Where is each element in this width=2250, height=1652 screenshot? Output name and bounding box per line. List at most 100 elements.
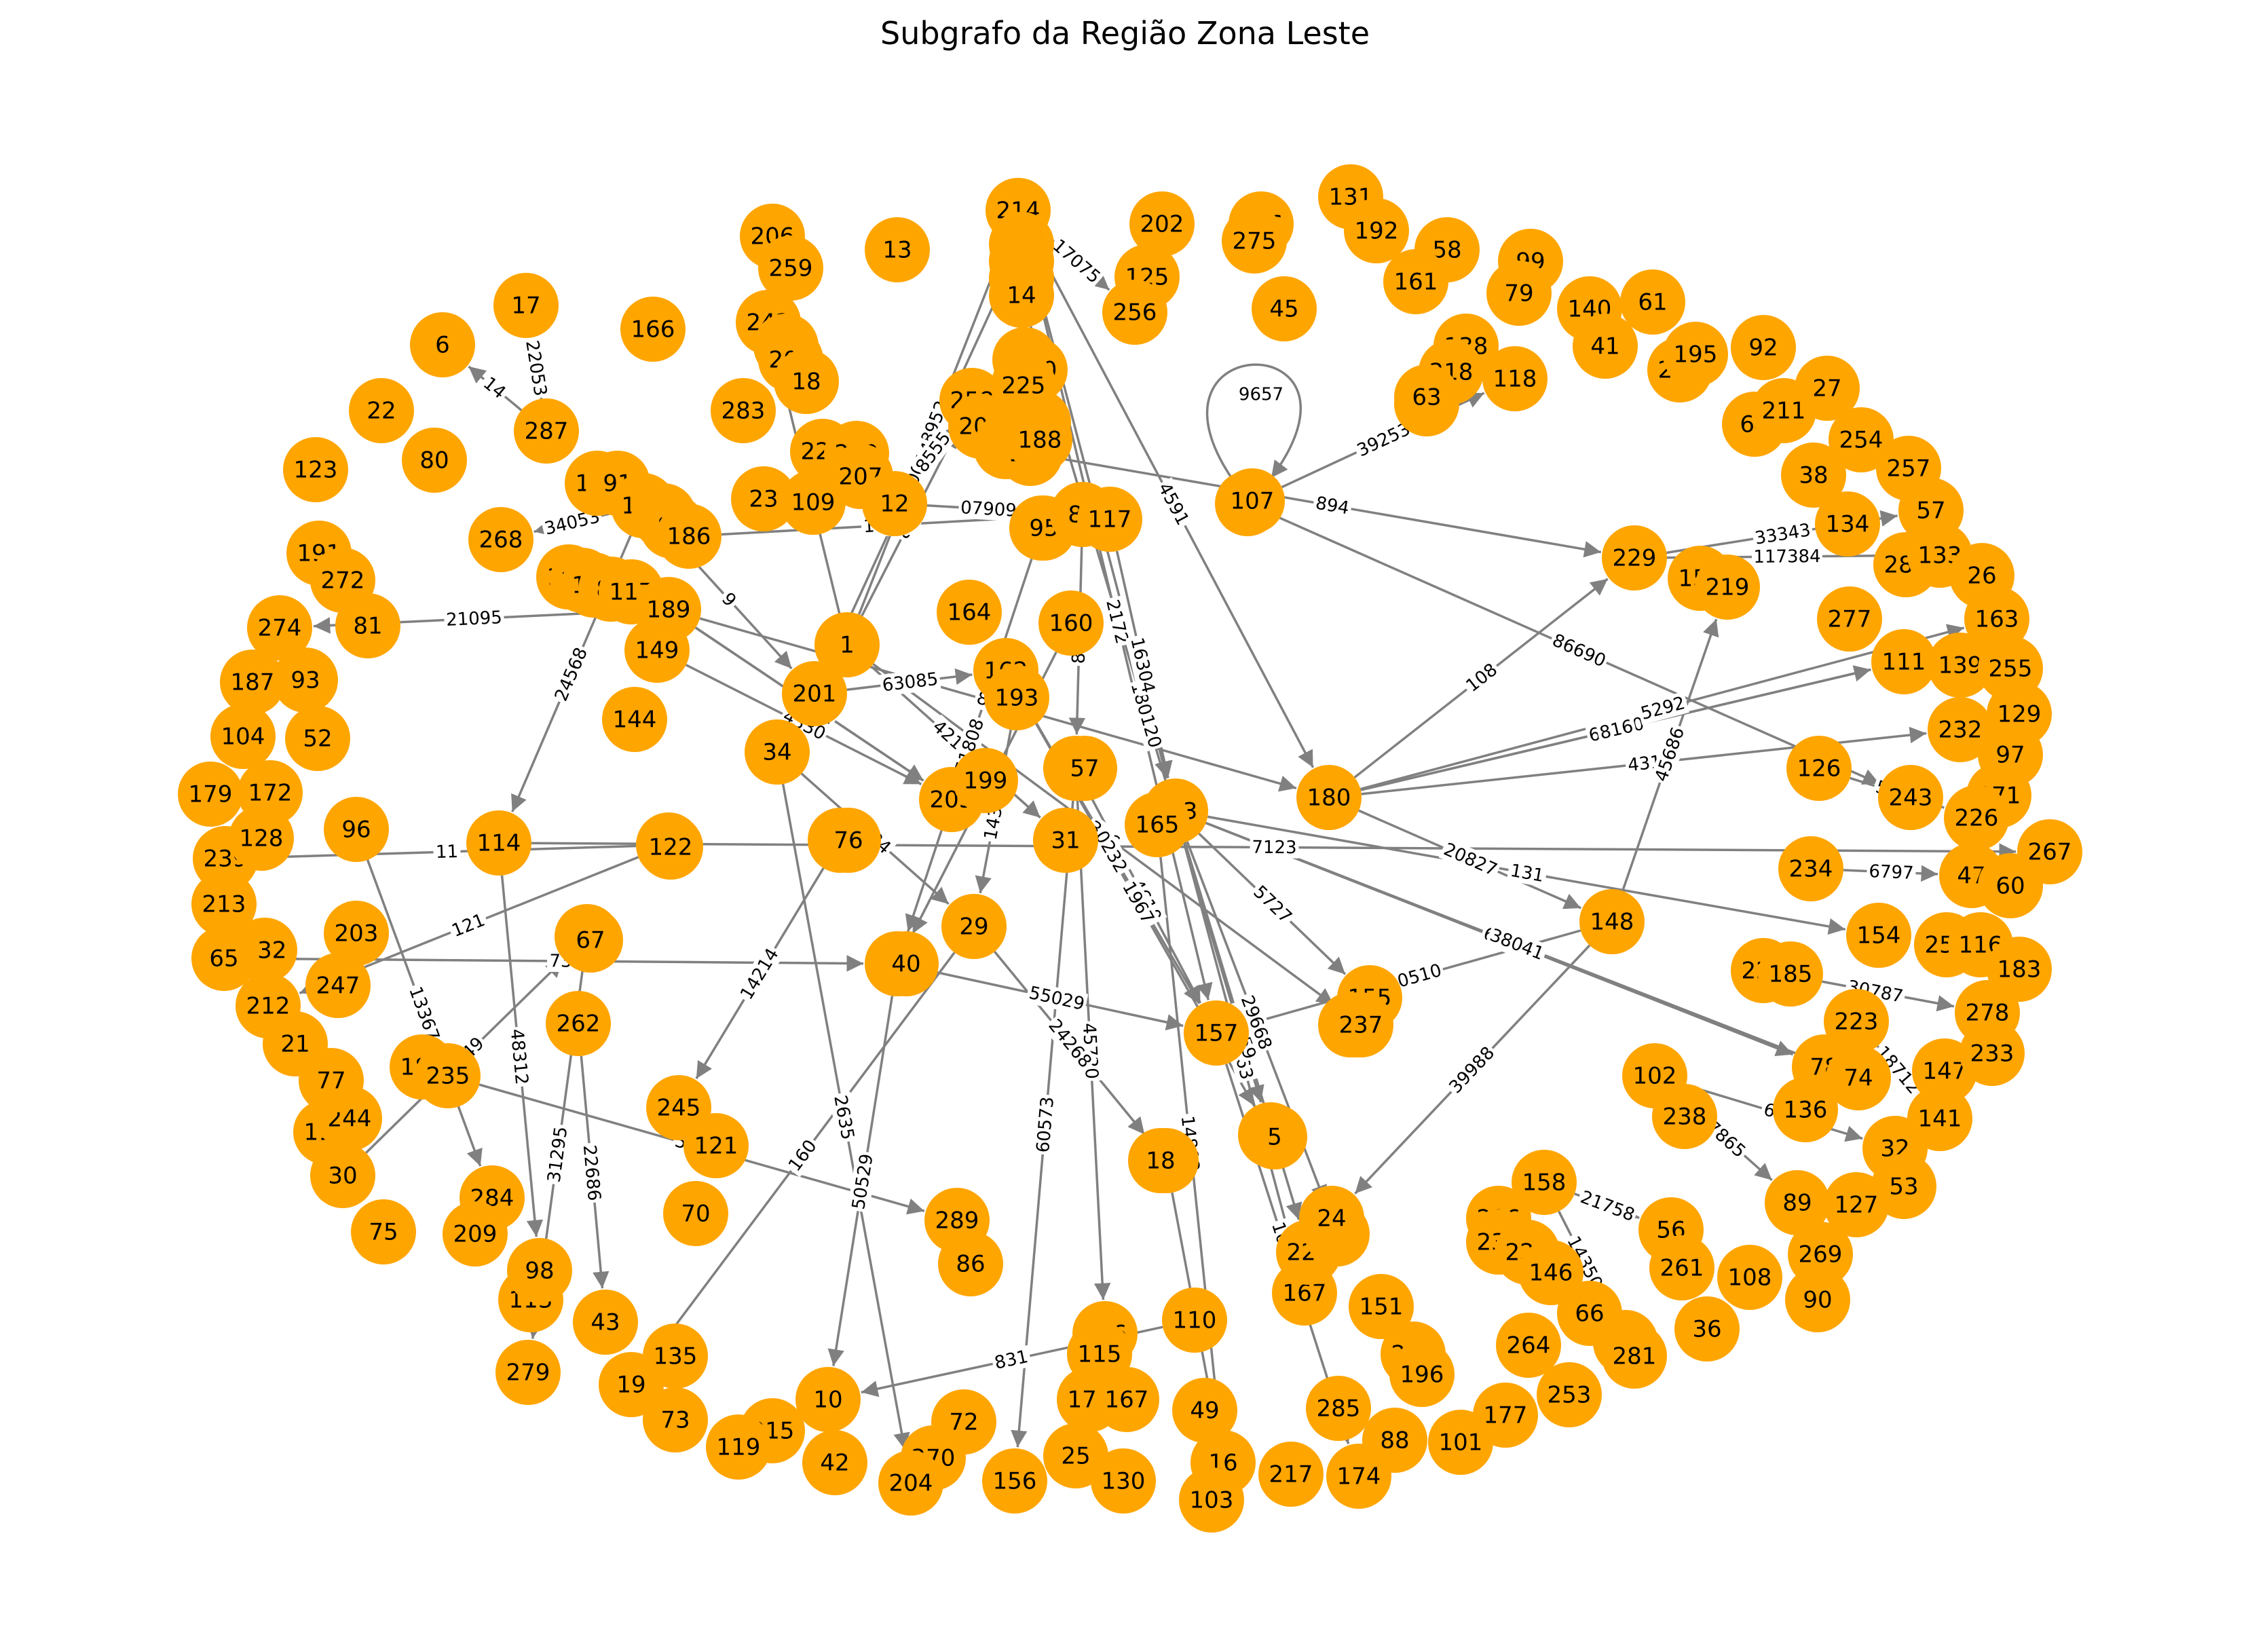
node-label: 219 — [1706, 574, 1750, 601]
edge-label: 22053 — [521, 339, 550, 397]
graph-node: 109 — [781, 470, 846, 535]
edge-label-background — [1125, 633, 1160, 697]
node-label: 21 — [280, 1031, 310, 1058]
node-label: 42 — [820, 1450, 849, 1477]
edge-label-background — [1235, 990, 1277, 1055]
node-label: 63 — [1412, 384, 1441, 411]
node-label: 257 — [1887, 455, 1931, 483]
graph-node: 243 — [1878, 765, 1943, 830]
graph-node: 26 — [1949, 543, 2014, 608]
edge-label-background — [1101, 595, 1133, 648]
node-label: 29 — [959, 914, 988, 941]
graph-node: 61 — [1620, 269, 1685, 335]
node-circle — [1383, 249, 1448, 314]
edge-label-group: 24568 — [549, 642, 593, 707]
graph-node: 134 — [1815, 491, 1880, 557]
node-label: 118 — [1493, 366, 1537, 393]
edge-label-group: 4591 — [1152, 477, 1195, 531]
node-circle — [781, 470, 846, 535]
node-circle — [1052, 736, 1117, 801]
node-label: 134 — [1826, 511, 1870, 538]
edge-label-group: 7123 — [1250, 836, 1299, 859]
graph-node: 204 — [878, 1450, 943, 1516]
node-label: 196 — [1400, 1362, 1444, 1389]
node-circle — [1162, 1288, 1227, 1353]
graph-node: 60 — [1978, 853, 2043, 918]
node-label: 90 — [1803, 1287, 1832, 1314]
graph-node: 41 — [1573, 314, 1638, 379]
node-circle — [1306, 1376, 1371, 1441]
node-circle — [1824, 1172, 1889, 1237]
node-label: 179 — [189, 781, 233, 808]
node-label: 128 — [240, 825, 284, 852]
node-label: 163 — [1975, 606, 2019, 633]
node-circle — [1242, 1104, 1307, 1169]
node-label: 164 — [948, 599, 992, 626]
node-label: 277 — [1828, 606, 1872, 633]
edge-label-group: 894 — [1311, 491, 1353, 520]
edge-label-group: 21758 — [1575, 1185, 1640, 1227]
node-circle — [1878, 765, 1943, 830]
edge-label-background — [578, 1142, 605, 1204]
node-label: 30 — [328, 1163, 357, 1190]
graph-node: 80 — [402, 428, 467, 493]
node-label: 232 — [1938, 717, 1983, 744]
node-label: 70 — [681, 1201, 710, 1228]
node-label: 43 — [590, 1309, 620, 1336]
graph-node: 49 — [1172, 1378, 1237, 1443]
node-label: 245 — [657, 1095, 701, 1122]
node-label: 6 — [435, 332, 450, 359]
edge-label-group: 131 — [1506, 859, 1548, 888]
graph-node: 279 — [495, 1340, 561, 1405]
node-label: 254 — [1839, 427, 1883, 454]
edge-label-background — [1443, 1040, 1501, 1100]
node-circle — [1428, 1410, 1493, 1475]
graph-node: 13 — [865, 217, 930, 282]
node-circle — [1094, 1367, 1159, 1432]
node-circle — [1602, 525, 1667, 590]
node-label: 161 — [1394, 269, 1438, 296]
node-label: 243 — [1889, 785, 1933, 812]
node-circle — [1846, 903, 1911, 968]
node-label: 217 — [1269, 1461, 1313, 1488]
node-label: 185 — [1769, 961, 1813, 988]
node-label: 281 — [1613, 1343, 1657, 1370]
node-label: 36 — [1692, 1316, 1721, 1343]
node-label: 24 — [1317, 1205, 1346, 1233]
node-circle — [178, 762, 243, 827]
node-label: 235 — [426, 1063, 470, 1090]
graph-node: 144 — [602, 687, 667, 752]
node-circle — [1518, 1240, 1583, 1305]
graph-node: 283 — [711, 378, 776, 443]
node-circle — [663, 1181, 728, 1246]
node-circle — [1928, 697, 1993, 762]
graph-node: 101 — [1428, 1410, 1493, 1475]
graph-node: 264 — [1496, 1313, 1561, 1378]
node-label: 283 — [721, 398, 766, 425]
edge-label-background — [505, 1026, 533, 1088]
node-label: 225 — [1002, 373, 1046, 400]
node-circle — [802, 1430, 867, 1495]
node-circle — [410, 312, 475, 377]
graph-node: 179 — [178, 762, 243, 827]
graph-node: 196 — [1389, 1342, 1455, 1407]
edge-label-background — [1870, 1040, 1926, 1100]
edge-label-group: 11 — [433, 840, 461, 863]
edge-label-background — [1751, 519, 1814, 550]
graph-node: 167 — [1094, 1367, 1159, 1432]
node-label: 267 — [2028, 839, 2072, 866]
graph-node: 40 — [874, 931, 939, 996]
node-label: 72 — [949, 1409, 978, 1436]
graph-node: 10 — [795, 1367, 861, 1432]
edge-label-background — [542, 1123, 573, 1186]
edge-label-group: 14 — [476, 371, 512, 405]
node-circle — [1091, 1448, 1156, 1514]
node-circle — [349, 378, 414, 443]
edge-label: 7123 — [1252, 838, 1296, 858]
graph-node: 45 — [1252, 276, 1317, 341]
node-label: 74 — [1843, 1065, 1873, 1092]
graph-node: 126 — [1786, 736, 1852, 801]
node-circle — [643, 1387, 708, 1452]
node-circle — [1496, 1313, 1561, 1378]
edge-label-background — [1866, 860, 1917, 884]
